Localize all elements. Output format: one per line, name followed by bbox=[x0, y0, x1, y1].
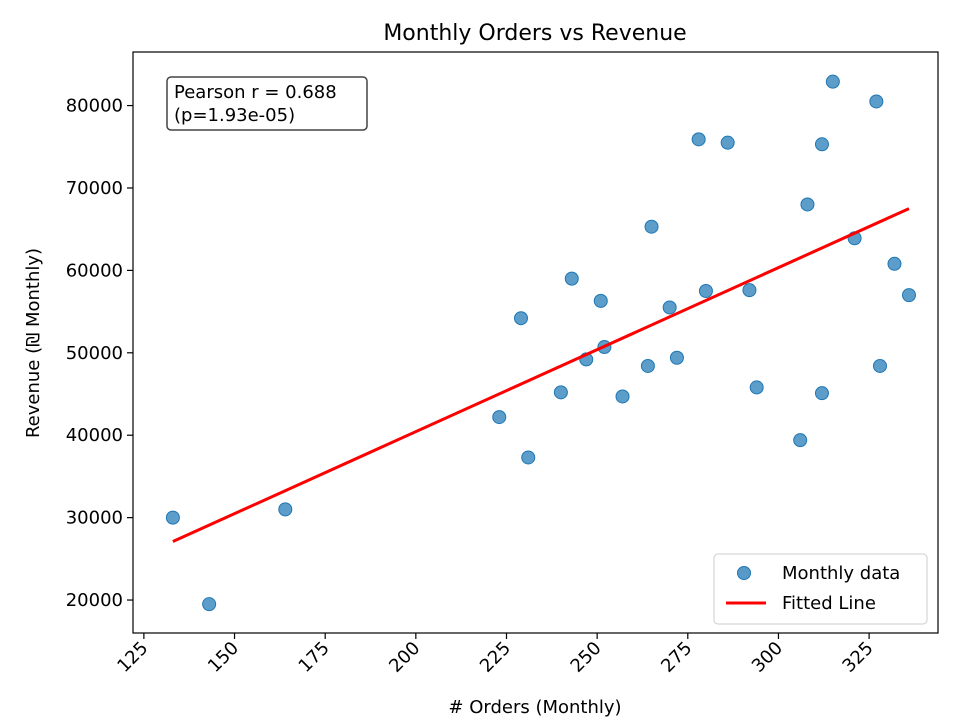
data-point bbox=[513, 311, 528, 326]
x-axis-label: # Orders (Monthly) bbox=[448, 697, 621, 718]
data-point bbox=[278, 502, 293, 517]
data-point bbox=[749, 380, 764, 395]
y-tick-label: 70000 bbox=[66, 178, 123, 199]
data-point bbox=[698, 283, 713, 298]
annotation-pearson: Pearson r = 0.688 bbox=[174, 82, 337, 103]
data-point bbox=[593, 293, 608, 308]
data-point bbox=[872, 358, 887, 373]
y-axis-label: Revenue (₪ Monthly) bbox=[23, 248, 44, 438]
legend-frame bbox=[713, 553, 928, 625]
y-axis: 20000 30000 40000 50000 60000 70000 80000 bbox=[66, 96, 133, 611]
y-tick-label: 40000 bbox=[66, 425, 123, 446]
data-point bbox=[662, 300, 677, 315]
data-point bbox=[615, 389, 630, 404]
data-point bbox=[669, 350, 684, 365]
plot-frame bbox=[132, 51, 939, 634]
data-point bbox=[165, 510, 180, 525]
annotation-pvalue: (p=1.93e-05) bbox=[174, 105, 295, 126]
legend-label-fitted-line: Fitted Line bbox=[782, 593, 876, 614]
legend: Monthly data Fitted Line bbox=[713, 553, 928, 625]
legend-marker-monthly-data bbox=[737, 566, 751, 580]
data-point bbox=[814, 386, 829, 401]
chart-title: Monthly Orders vs Revenue bbox=[383, 21, 686, 46]
data-point bbox=[553, 385, 568, 400]
data-point bbox=[901, 288, 916, 303]
data-point bbox=[887, 256, 902, 271]
data-point bbox=[800, 197, 815, 212]
y-tick-label: 60000 bbox=[66, 260, 123, 281]
y-tick-label: 30000 bbox=[66, 508, 123, 529]
data-point bbox=[793, 433, 808, 448]
fitted-line bbox=[172, 207, 910, 543]
data-point bbox=[825, 74, 840, 89]
y-tick-label: 20000 bbox=[66, 590, 123, 611]
data-point bbox=[742, 283, 757, 298]
y-tick-label: 50000 bbox=[66, 343, 123, 364]
data-point bbox=[691, 132, 706, 147]
data-point bbox=[814, 137, 829, 152]
legend-label-monthly-data: Monthly data bbox=[782, 563, 900, 584]
data-point bbox=[564, 271, 579, 286]
y-tick-label: 80000 bbox=[66, 96, 123, 117]
data-point bbox=[640, 358, 655, 373]
data-point bbox=[521, 450, 536, 465]
data-point bbox=[720, 135, 735, 150]
data-point bbox=[492, 410, 507, 425]
annotation-box: Pearson r = 0.688 (p=1.93e-05) bbox=[166, 76, 368, 131]
data-point bbox=[644, 219, 659, 234]
data-point bbox=[202, 597, 217, 612]
data-point bbox=[869, 94, 884, 109]
